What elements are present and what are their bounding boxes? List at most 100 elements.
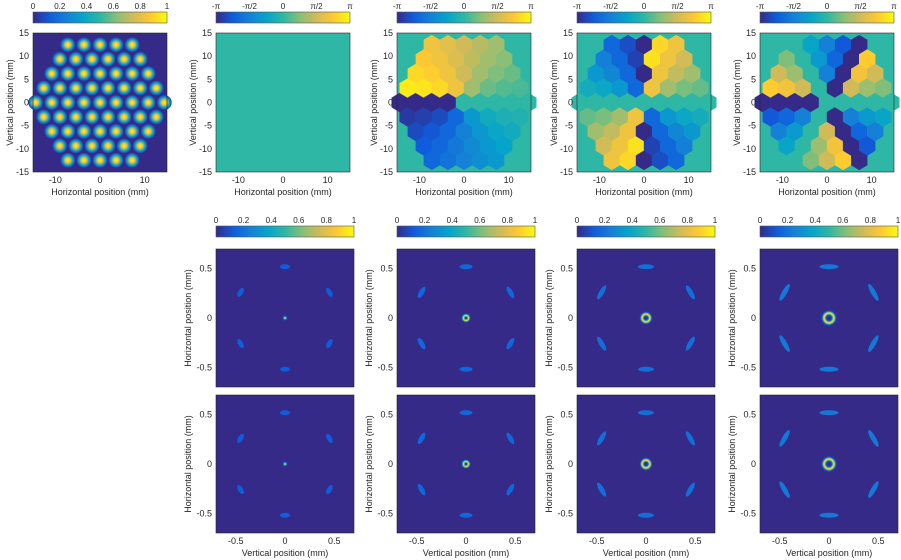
pupil-panel-5-x-tick-label: 10 [867,175,877,185]
farfield-measured-4-side-lobe [868,430,879,447]
pupil-panel-4-colorbar-tick-label: π [708,2,714,11]
segment-spot [92,123,108,139]
farfield-measured-3-y-tick-label: 0 [568,459,573,469]
phase-segment [423,150,440,171]
farfield-measured-1-frame [215,394,355,534]
phase-segment [786,150,803,171]
farfield-measured-1-side-lobe [280,410,290,416]
phase-segment [488,63,505,84]
segment-spot [124,66,140,82]
farfield-measured-3-y-tick-label: -0.5 [557,508,573,518]
farfield-simulated-4-y-tick-label: 0 [751,313,756,323]
pupil-panel-1-y-tick-label: 10 [19,51,29,61]
farfield-simulated-2-y-tick-label: -0.5 [377,362,393,372]
farfield-simulated-4-side-lobe [779,335,790,352]
segment-spot [132,109,148,125]
phase-segment [668,63,685,84]
phase-segment [479,78,497,98]
phase-segment [471,63,489,84]
phase-segment [810,78,828,98]
phase-segment [635,92,653,113]
farfield-measured-4-side-lobe [819,512,839,518]
phase-segment [447,78,465,98]
farfield-measured-3-side-lobe [638,512,654,518]
pupil-panel-3 [391,32,537,173]
phase-segment [651,121,669,142]
farfield-measured-1-side-lobe [326,485,333,495]
segment-spot [148,109,164,125]
phase-segment [842,49,860,69]
segment-spot [60,123,76,139]
phase-segment [504,92,521,113]
phase-segment [512,78,529,98]
farfield-col-2-colorbar-tick-label: 0.6 [474,216,486,225]
segment-spot [140,66,156,82]
farfield-measured-4-y-tick-label: 0.5 [743,410,756,420]
labels-layer: 0 0.2 0.4 0.6 0.8 1-10 0 10151050-5-10-15Horizo… [5,2,901,558]
phase-segment [859,136,876,156]
phase-segment [770,121,787,142]
phase-segment [659,78,677,98]
farfield-col-3-colorbar-tick-label: 1 [713,216,718,225]
pupil-panel-4-x-tick-label: -10 [593,175,606,185]
pupil-panel-3-x-tick-label: -10 [413,175,426,185]
farfield-simulated-3-side-lobe [638,264,654,270]
pupil-panel-5-colorbar-tick-label: -π/2 [786,2,801,11]
segment-spot [156,95,172,110]
farfield-measured-1-y-tick-label: -0.5 [196,508,212,518]
farfield-measured-4-y-axis-label: Horizontal position (mm) [727,415,737,513]
phase-segment [488,121,505,142]
farfield-simulated-4-y-axis-label: Horizontal position (mm) [727,269,737,367]
farfield-simulated-3-side-lobe [597,285,607,300]
phase-segment [488,150,505,171]
phase-segment [643,136,661,156]
segment-spot [100,109,116,125]
segment-spot [124,123,140,139]
segment-spot [76,123,92,139]
phase-segment [471,34,489,55]
phase-segment [676,49,693,69]
farfield-measured-1-side-lobe [237,433,244,443]
farfield-measured-1-y-tick-label: 0.5 [199,410,212,420]
phase-segment [810,49,828,69]
phase-segment [471,121,489,142]
phase-segment [851,150,868,171]
pupil-panel-5-x-tick-label: -10 [776,175,789,185]
farfield-measured-1-side-lobe [326,433,333,443]
farfield-measured-1-x-tick-label: 0 [282,536,287,546]
segment-spot [52,138,68,154]
pupil-panel-3-y-tick-label: -5 [385,121,393,131]
segment-spot [148,80,164,96]
farfield-measured-4 [759,394,899,534]
phase-segment [834,34,852,55]
farfield-simulated-4-beam [793,282,865,354]
pupil-panel-3-y-tick-label: -15 [380,167,393,177]
phase-segment [471,92,489,113]
phase-segment [407,63,424,84]
phase-segment [407,121,424,142]
phase-segment [818,63,836,84]
phase-segment [668,34,685,55]
phase-segment [802,121,820,142]
phase-segment [415,107,432,127]
phase-segment [867,92,884,113]
phase-segment [431,136,449,156]
pupil-panel-2-y-axis-label: Vertical position (mm) [188,59,198,146]
farfield-simulated-1-side-lobe [280,264,290,270]
phase-segment [802,34,820,55]
phase-segment [595,136,612,156]
farfield-measured-3-side-lobe [638,410,654,416]
pupil-panel-1-colorbar-tick-label: 1 [165,2,170,11]
phase-segment [587,63,604,84]
pupil-panel-4-colorbar-tick-label: -π/2 [603,2,618,11]
segment-spot [140,95,156,110]
pupil-panel-1-colorbar-tick-label: 0.6 [108,2,120,11]
phase-segment [794,78,812,98]
farfield-measured-4-side-lobe [868,481,879,498]
pupil-panel-1-x-tick-label: -10 [49,175,62,185]
segment-spot [132,80,148,96]
phase-segment [463,49,481,69]
phase-segment [619,150,637,171]
farfield-simulated-3-frame [576,248,716,388]
